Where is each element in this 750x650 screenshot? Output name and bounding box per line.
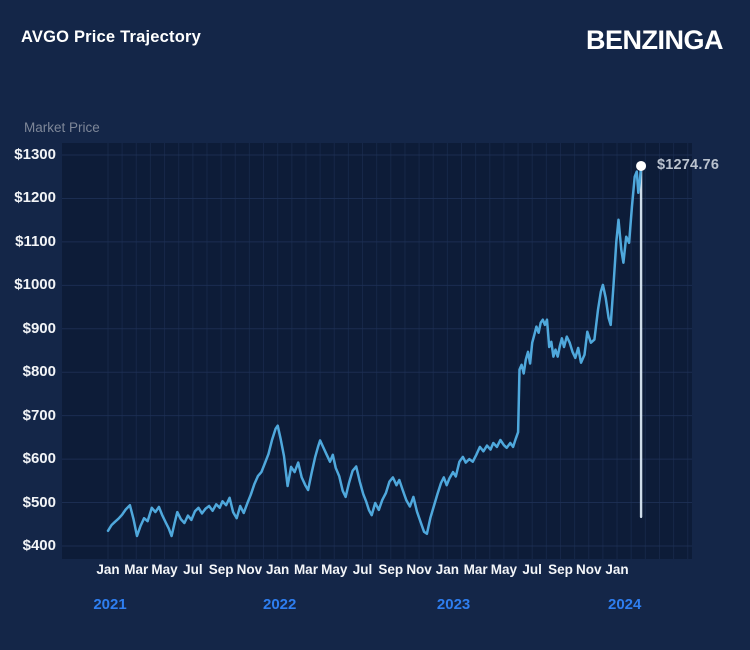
y-tick-label: $500 (22, 493, 56, 511)
year-label: 2021 (93, 596, 127, 613)
y-tick-label: $1200 (14, 189, 56, 207)
month-tick-label: Sep (378, 562, 404, 577)
month-tick-label: Sep (548, 562, 573, 577)
month-tick-label: Jul (352, 562, 373, 577)
y-tick-label: $400 (22, 537, 56, 554)
chart-title: AVGO Price Trajectory (21, 28, 201, 46)
avgo-price-line (106, 164, 643, 538)
y-axis-title: Market Price (24, 120, 100, 135)
month-tick-label: May (490, 562, 518, 577)
month-tick-label: Jan (435, 562, 459, 577)
month-tick-label: May (321, 562, 348, 577)
month-tick-label: Nov (406, 562, 432, 577)
y-tick-label: $600 (22, 450, 56, 468)
benzinga-logo: BENZINGA (586, 25, 724, 55)
month-tick-label: Jan (605, 562, 629, 577)
y-tick-label: $1300 (14, 146, 56, 163)
last-price-marker-dot (636, 160, 647, 171)
month-tick-label: Jan (96, 562, 120, 577)
y-tick-label: $1000 (14, 276, 56, 294)
y-tick-label: $1100 (15, 232, 56, 250)
month-tick-label: Nov (575, 562, 602, 577)
month-tick-label: May (151, 562, 178, 577)
month-tick-label: Jan (266, 562, 290, 577)
month-tick-label: Mar (124, 562, 149, 577)
month-tick-label: Nov (236, 562, 263, 577)
year-label: 2024 (608, 596, 642, 613)
month-tick-label: Sep (208, 562, 234, 577)
year-label: 2022 (262, 596, 297, 613)
month-tick-label: Mar (293, 562, 318, 577)
y-tick-label: $900 (22, 319, 56, 337)
month-tick-label: Jul (522, 562, 542, 577)
month-tick-label: Mar (463, 562, 488, 577)
month-tick-label: Jul (183, 562, 203, 577)
y-tick-label: $800 (22, 363, 56, 381)
year-label: 2023 (436, 596, 471, 613)
last-price-label: $1274.76 (657, 156, 720, 173)
y-tick-label: $700 (22, 406, 56, 424)
